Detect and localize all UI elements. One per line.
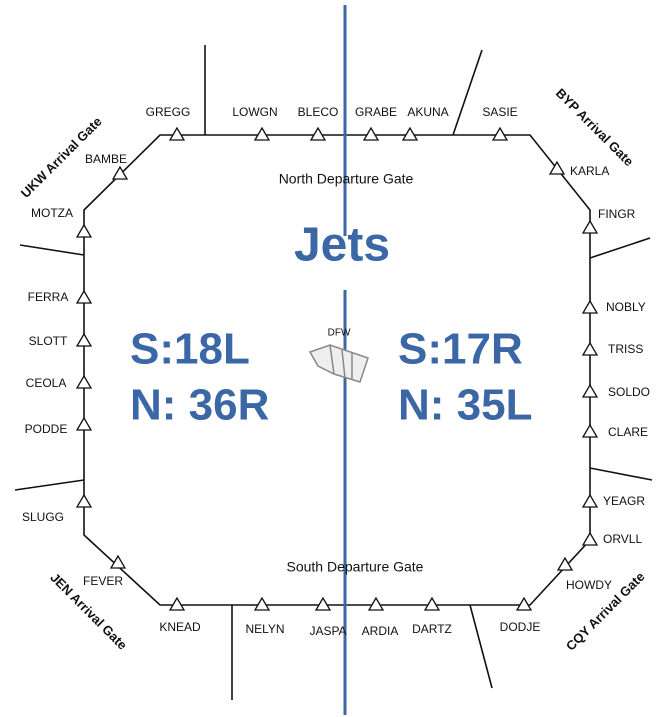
fix-marker xyxy=(581,383,599,398)
fix-label: DODJE xyxy=(500,620,541,634)
fix-label: FERRA xyxy=(28,290,69,304)
fix-marker xyxy=(75,289,93,304)
fix-label: SOLDO xyxy=(608,385,650,399)
departure-gate: South Departure Gate xyxy=(287,559,424,575)
spoke xyxy=(589,237,651,259)
spoke xyxy=(14,479,85,491)
fix-marker xyxy=(556,556,574,571)
spoke xyxy=(19,244,85,256)
runway-label: N: 36R xyxy=(130,381,269,430)
fix-marker xyxy=(168,596,186,611)
spoke xyxy=(452,49,483,136)
fix-marker xyxy=(111,165,129,180)
fix-label: PODDE xyxy=(25,422,68,436)
fix-label: NELYN xyxy=(245,622,284,636)
fix-label: ARDIA xyxy=(362,624,399,638)
fix-label: ORVLL xyxy=(603,532,642,546)
fix-marker xyxy=(581,299,599,314)
spoke xyxy=(469,604,493,689)
fix-label: DARTZ xyxy=(412,622,452,636)
fix-marker xyxy=(581,531,599,546)
fix-marker xyxy=(253,126,271,141)
airport-icon xyxy=(308,344,369,383)
fix-marker xyxy=(401,126,419,141)
departure-gate: North Departure Gate xyxy=(279,171,414,187)
fix-label: FEVER xyxy=(83,574,123,588)
fix-marker xyxy=(423,596,441,611)
routes xyxy=(14,45,653,700)
fix-marker xyxy=(253,596,271,611)
fix-marker xyxy=(75,416,93,431)
fix-marker xyxy=(581,341,599,356)
fix-label: GRABE xyxy=(355,105,397,119)
fix-marker xyxy=(75,332,93,347)
fix-marker xyxy=(362,126,380,141)
fix-label: KARLA xyxy=(570,164,609,178)
fix-label: AKUNA xyxy=(407,105,448,119)
arrival-gate: BYP Arrival Gate xyxy=(553,85,637,169)
fix-label: LOWGN xyxy=(232,105,277,119)
fix-label: HOWDY xyxy=(566,578,612,592)
fixes: GREGG LOWGN BLECO GRABE AKUNA SASIE KARLA FINGR… xyxy=(22,105,650,638)
fix-label: GREGG xyxy=(146,105,191,119)
fix-label: YEAGR xyxy=(603,494,645,508)
spoke xyxy=(589,467,653,481)
fix-label: SLUGG xyxy=(22,510,64,524)
fix-label: MOTZA xyxy=(31,206,73,220)
fix-marker xyxy=(109,554,127,569)
runway-label: S:17R xyxy=(398,325,523,374)
fix-marker xyxy=(75,223,93,238)
fix-marker xyxy=(581,219,599,234)
fix-label: JASPA xyxy=(309,624,346,638)
fix-marker xyxy=(581,493,599,508)
fix-marker xyxy=(548,160,566,175)
fix-label: TRISS xyxy=(608,342,643,356)
fix-label: SASIE xyxy=(482,105,517,119)
fix-label: BAMBE xyxy=(85,152,127,166)
fix-marker xyxy=(75,493,93,508)
fix-marker xyxy=(168,126,186,141)
fix-label: FINGR xyxy=(598,207,636,221)
fix-marker xyxy=(367,596,385,611)
fix-marker xyxy=(75,374,93,389)
fix-label: NOBLY xyxy=(606,300,646,314)
runway-label: S:18L xyxy=(130,325,250,374)
title: Jets xyxy=(294,219,390,272)
runway-label: N: 35L xyxy=(398,381,532,430)
fix-label: CLARE xyxy=(608,425,648,439)
airport-label: DFW xyxy=(328,328,351,339)
fix-marker xyxy=(515,596,533,611)
fix-marker xyxy=(309,126,327,141)
route-ring xyxy=(83,134,591,606)
fix-marker xyxy=(581,423,599,438)
fix-label: KNEAD xyxy=(159,620,201,634)
fix-label: CEOLA xyxy=(26,376,67,390)
fix-marker xyxy=(314,596,332,611)
fix-marker xyxy=(491,126,509,141)
fix-label: SLOTT xyxy=(29,334,68,348)
fix-label: BLECO xyxy=(298,105,339,119)
